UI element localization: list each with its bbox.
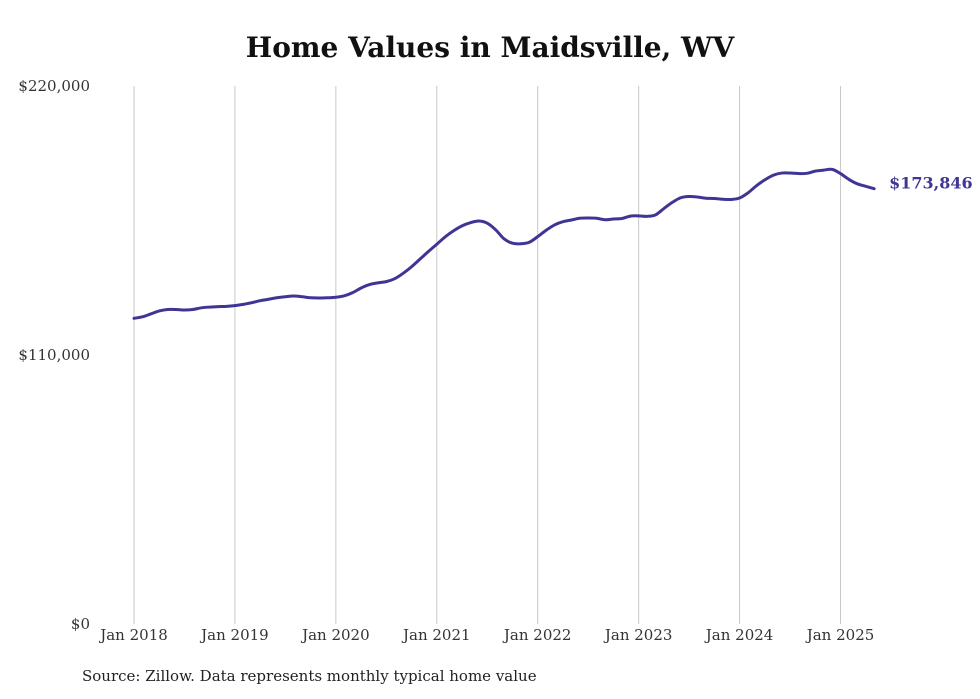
end-label-layer: $173,846	[889, 174, 973, 193]
x-tick-label: Jan 2023	[603, 626, 673, 644]
x-axis-ticks: Jan 2018 Jan 2019 Jan 2020 Jan 2021 Jan 2022…	[98, 626, 874, 644]
y-tick-label: $110,000	[18, 346, 90, 364]
source-note: Source: Zillow. Data represents monthly …	[82, 667, 537, 685]
x-tick-label: Jan 2021	[401, 626, 471, 644]
y-axis-ticks: $0 $110,000 $220,000	[18, 77, 90, 633]
x-tick-label: Jan 2019	[199, 626, 269, 644]
x-tick-label: Jan 2022	[502, 626, 572, 644]
y-tick-label: $0	[71, 615, 90, 633]
series-layer	[132, 167, 876, 320]
grid-lines	[133, 86, 841, 624]
series-line	[132, 167, 876, 320]
x-tick-label: Jan 2018	[98, 626, 168, 644]
x-tick-label: Jan 2024	[704, 626, 774, 644]
end-value-label: $173,846	[889, 174, 973, 193]
y-tick-label: $220,000	[18, 77, 90, 95]
x-tick-label: Jan 2025	[805, 626, 875, 644]
chart-title: Home Values in Maidsville, WV	[245, 31, 735, 64]
x-tick-label: Jan 2020	[300, 626, 370, 644]
